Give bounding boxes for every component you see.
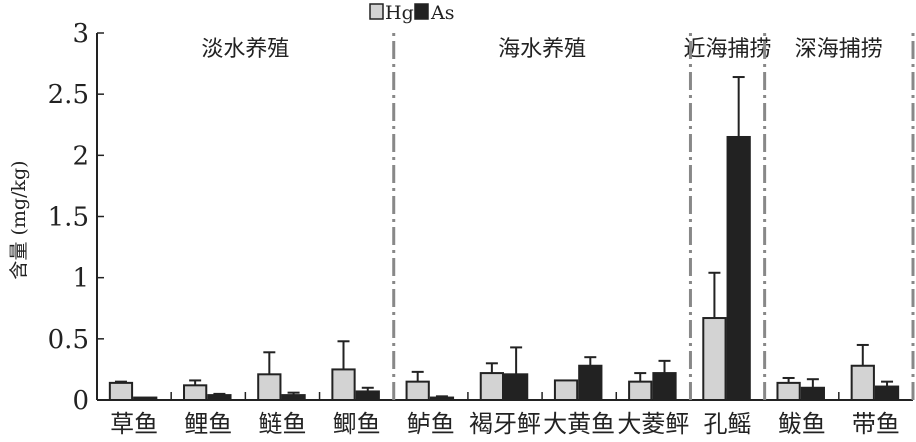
x-tick-label: 大菱鲆 [617, 410, 689, 438]
bar-as [281, 394, 306, 401]
bar-as [726, 135, 751, 401]
bar-hg [405, 380, 430, 401]
bar-as [429, 396, 455, 402]
y-tick-label: 2 [72, 141, 89, 171]
x-tick-label: 鲢鱼 [258, 410, 306, 438]
group-label: 深海捕捞 [795, 37, 883, 62]
bar-hg [479, 372, 504, 402]
bar-as [800, 386, 825, 401]
x-tick-label: 大黄鱼 [543, 410, 615, 438]
legend-swatch-as [414, 3, 429, 20]
legend: Hg As [369, 2, 454, 24]
x-tick-label: 鲤鱼 [184, 410, 232, 438]
legend-label-hg: Hg [385, 2, 414, 24]
bar-hg [776, 381, 801, 401]
bar-as [133, 396, 158, 402]
y-tick-label: 1.5 [48, 203, 89, 233]
group-label: 近海捕捞 [684, 37, 772, 62]
x-tick-label: 孔鳐 [704, 410, 752, 438]
bar-hg [331, 368, 356, 401]
y-tick-label: 0.5 [48, 325, 89, 355]
bar-as [874, 385, 900, 402]
bar-hg [702, 317, 727, 401]
group-label: 海水养殖 [498, 37, 586, 62]
bar-hg [850, 364, 875, 402]
y-tick-label: 1 [72, 264, 89, 294]
y-tick-label: 0 [72, 386, 89, 416]
y-tick-label: 3 [72, 19, 89, 49]
bar-as [578, 364, 603, 402]
bar-hg [183, 384, 208, 402]
bar-as [504, 373, 529, 401]
bar-as [207, 394, 232, 401]
legend-label-as: As [430, 2, 454, 24]
bar-as [355, 390, 380, 402]
bar-as [652, 372, 677, 402]
y-axis-label: 含量 (mg/kg) [8, 160, 30, 279]
bar-hg [257, 373, 282, 401]
bar-hg [108, 381, 134, 401]
bar-hg [628, 380, 653, 401]
x-tick-label: 褐牙鲆 [469, 410, 541, 438]
y-tick-label: 2.5 [48, 80, 89, 110]
x-tick-label: 鲫鱼 [333, 410, 381, 438]
x-tick-label: 鲅鱼 [778, 410, 826, 438]
x-tick-label: 草鱼 [110, 410, 158, 438]
x-tick-label: 带鱼 [852, 410, 900, 438]
bar-hg [553, 379, 579, 401]
x-tick-label: 鲈鱼 [407, 410, 455, 438]
legend-swatch-hg [369, 3, 384, 20]
group-label: 淡水养殖 [201, 37, 289, 62]
